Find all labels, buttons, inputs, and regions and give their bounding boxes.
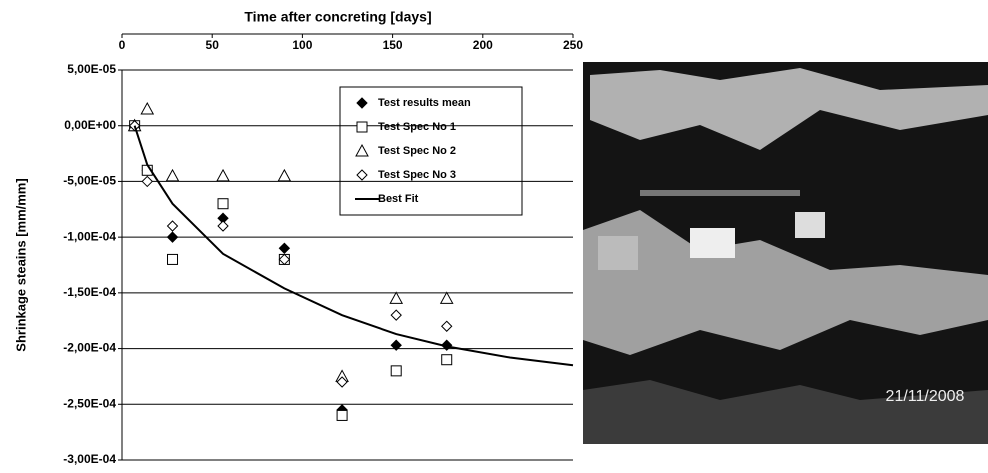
legend-label: Test results mean — [378, 97, 471, 109]
y-tick-label: -2,50E-04 — [63, 396, 116, 410]
y-tick-label: -1,50E-04 — [63, 285, 116, 299]
point — [441, 292, 453, 303]
chart: Time after concreting [days] Shrinkage s… — [0, 0, 988, 468]
x-tick-label: 0 — [119, 38, 126, 52]
legend-label: Test Spec No 2 — [378, 145, 456, 157]
point — [391, 366, 401, 376]
point — [168, 232, 178, 242]
y-tick-label: 0,00E+00 — [64, 118, 116, 132]
legend-swatch — [357, 122, 367, 132]
x-tick-label: 150 — [383, 38, 403, 52]
point — [278, 170, 290, 181]
y-tick-label: -5,00E-05 — [63, 174, 116, 188]
point — [390, 292, 402, 303]
point — [167, 170, 179, 181]
point — [218, 221, 228, 231]
photo: 21/11/2008 — [583, 62, 988, 444]
y-tick-label: -1,00E-04 — [63, 229, 116, 243]
point — [279, 243, 289, 253]
point — [168, 221, 178, 231]
point — [217, 170, 229, 181]
y-tick-label: -2,00E-04 — [63, 341, 116, 355]
y-tick-label: 5,00E-05 — [67, 62, 116, 76]
legend-label: Test Spec No 1 — [378, 121, 456, 133]
point — [168, 254, 178, 264]
point — [141, 103, 153, 114]
y-tick-label: -3,00E-04 — [63, 452, 116, 466]
x-tick-label: 100 — [292, 38, 312, 52]
legend-label: Test Spec No 3 — [378, 169, 456, 181]
x-tick-label: 50 — [206, 38, 220, 52]
point — [218, 199, 228, 209]
photo-date: 21/11/2008 — [886, 388, 965, 405]
y-axis-title: Shrinkage steains [mm/mm] — [13, 178, 28, 351]
x-tick-label: 250 — [563, 38, 583, 52]
legend-label: Best Fit — [378, 193, 419, 205]
x-axis-title: Time after concreting [days] — [244, 9, 431, 25]
point — [142, 176, 152, 186]
point — [337, 410, 347, 420]
x-tick-label: 200 — [473, 38, 493, 52]
point — [442, 321, 452, 331]
point — [442, 355, 452, 365]
point — [391, 310, 401, 320]
